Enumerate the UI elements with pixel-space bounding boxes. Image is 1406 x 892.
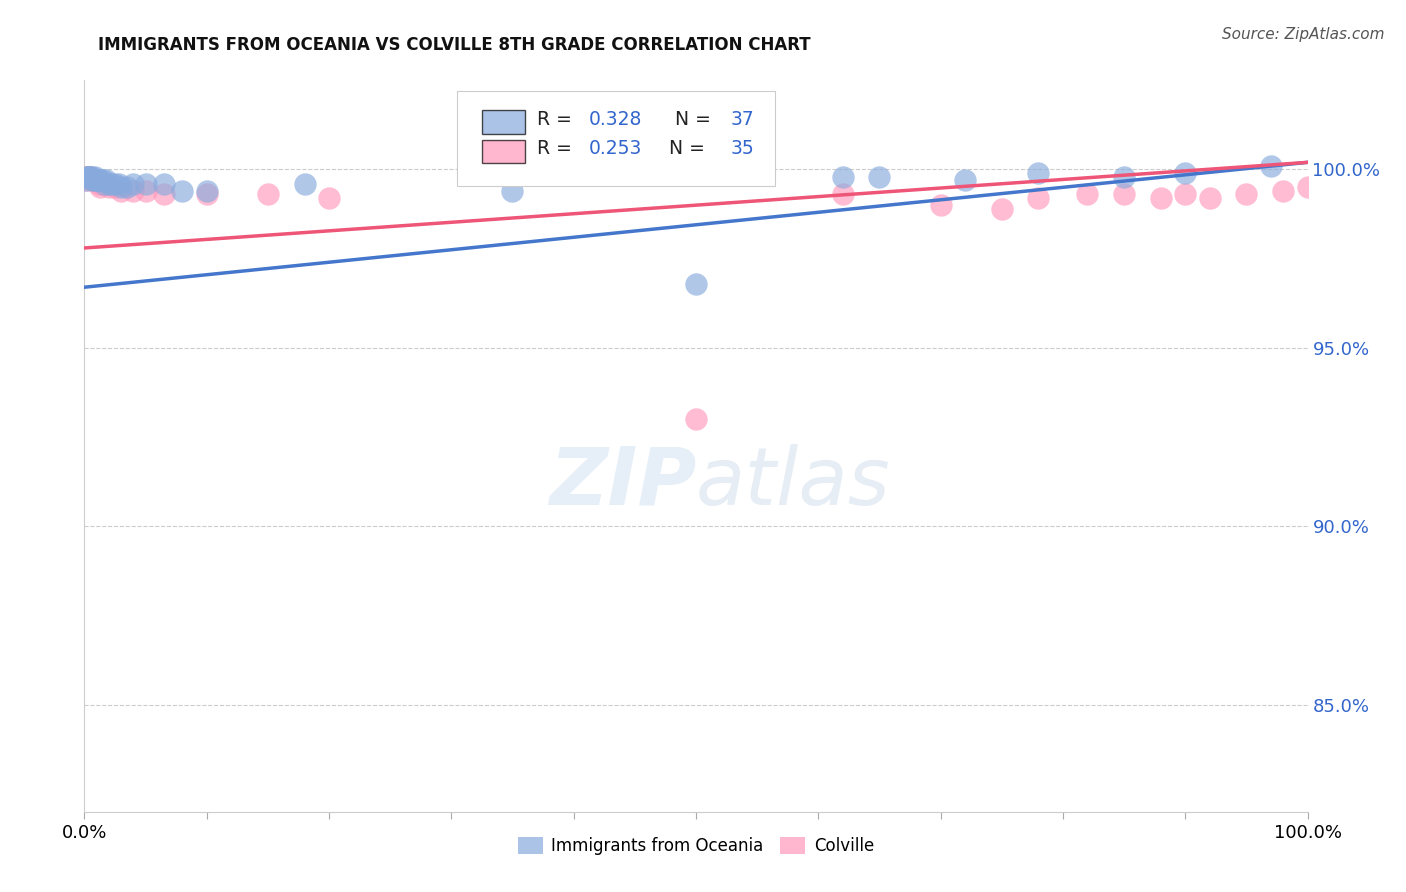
Point <box>91 177 114 191</box>
Point <box>86 173 108 187</box>
Point <box>135 184 157 198</box>
Text: N =: N = <box>657 110 717 128</box>
Point <box>831 169 853 184</box>
Point <box>153 187 176 202</box>
Point <box>104 177 127 191</box>
Legend: Immigrants from Oceania, Colville: Immigrants from Oceania, Colville <box>512 830 880 862</box>
Text: 0.328: 0.328 <box>588 110 641 128</box>
Point <box>1174 187 1197 202</box>
Point <box>869 169 891 184</box>
Point <box>1272 184 1295 198</box>
Point <box>83 173 105 187</box>
Point <box>97 180 120 194</box>
Point <box>76 173 98 187</box>
Point <box>195 184 218 198</box>
FancyBboxPatch shape <box>482 111 524 134</box>
Point <box>86 173 108 187</box>
Point <box>77 169 100 184</box>
FancyBboxPatch shape <box>482 139 524 163</box>
Text: R =: R = <box>537 110 578 128</box>
Point <box>84 169 107 184</box>
Point <box>172 184 194 198</box>
Point <box>685 277 707 291</box>
Point <box>1114 187 1136 202</box>
Text: 37: 37 <box>730 110 754 128</box>
Point <box>77 169 100 184</box>
Point <box>318 191 340 205</box>
Point <box>1076 187 1098 202</box>
Point <box>110 184 132 198</box>
Point <box>1174 166 1197 180</box>
Point <box>991 202 1014 216</box>
Point <box>107 177 129 191</box>
Point <box>89 173 111 187</box>
Text: atlas: atlas <box>696 443 891 522</box>
Text: IMMIGRANTS FROM OCEANIA VS COLVILLE 8TH GRADE CORRELATION CHART: IMMIGRANTS FROM OCEANIA VS COLVILLE 8TH … <box>98 36 811 54</box>
Point <box>96 177 118 191</box>
Point <box>80 169 103 184</box>
Point <box>1028 166 1050 180</box>
Point <box>79 169 101 184</box>
Point <box>257 187 280 202</box>
Point <box>87 177 110 191</box>
Point <box>91 173 114 187</box>
Point <box>96 173 118 187</box>
Point <box>76 169 98 184</box>
Point <box>1114 169 1136 184</box>
Point <box>122 184 145 198</box>
Point <box>135 177 157 191</box>
Text: 0.253: 0.253 <box>588 139 641 158</box>
Point <box>110 180 132 194</box>
Text: Source: ZipAtlas.com: Source: ZipAtlas.com <box>1222 27 1385 42</box>
Point <box>1028 191 1050 205</box>
Point <box>75 173 97 187</box>
Point <box>1150 191 1173 205</box>
Point <box>93 177 115 191</box>
Point <box>1198 191 1220 205</box>
Point <box>685 412 707 426</box>
Point <box>104 180 127 194</box>
Point <box>80 173 103 187</box>
FancyBboxPatch shape <box>457 91 776 186</box>
Point <box>77 169 100 184</box>
Point <box>1296 180 1319 194</box>
Text: R =: R = <box>537 139 578 158</box>
Point <box>122 177 145 191</box>
Text: 35: 35 <box>730 139 754 158</box>
Point <box>77 169 100 184</box>
Point <box>79 169 101 184</box>
Point <box>1260 159 1282 173</box>
Point <box>153 177 176 191</box>
Point <box>75 169 97 184</box>
Text: ZIP: ZIP <box>548 443 696 522</box>
Point <box>97 177 120 191</box>
Point <box>929 198 952 212</box>
Point <box>1236 187 1258 202</box>
Point <box>100 177 122 191</box>
Point <box>195 187 218 202</box>
Point <box>87 173 110 187</box>
Point <box>82 173 104 187</box>
Point <box>77 169 100 184</box>
Text: N =: N = <box>657 139 710 158</box>
Point <box>115 180 138 194</box>
Point <box>83 173 105 187</box>
Point <box>502 184 524 198</box>
Point <box>82 173 104 187</box>
Point <box>294 177 316 191</box>
Point <box>831 187 853 202</box>
Point <box>89 180 111 194</box>
Point <box>953 173 976 187</box>
